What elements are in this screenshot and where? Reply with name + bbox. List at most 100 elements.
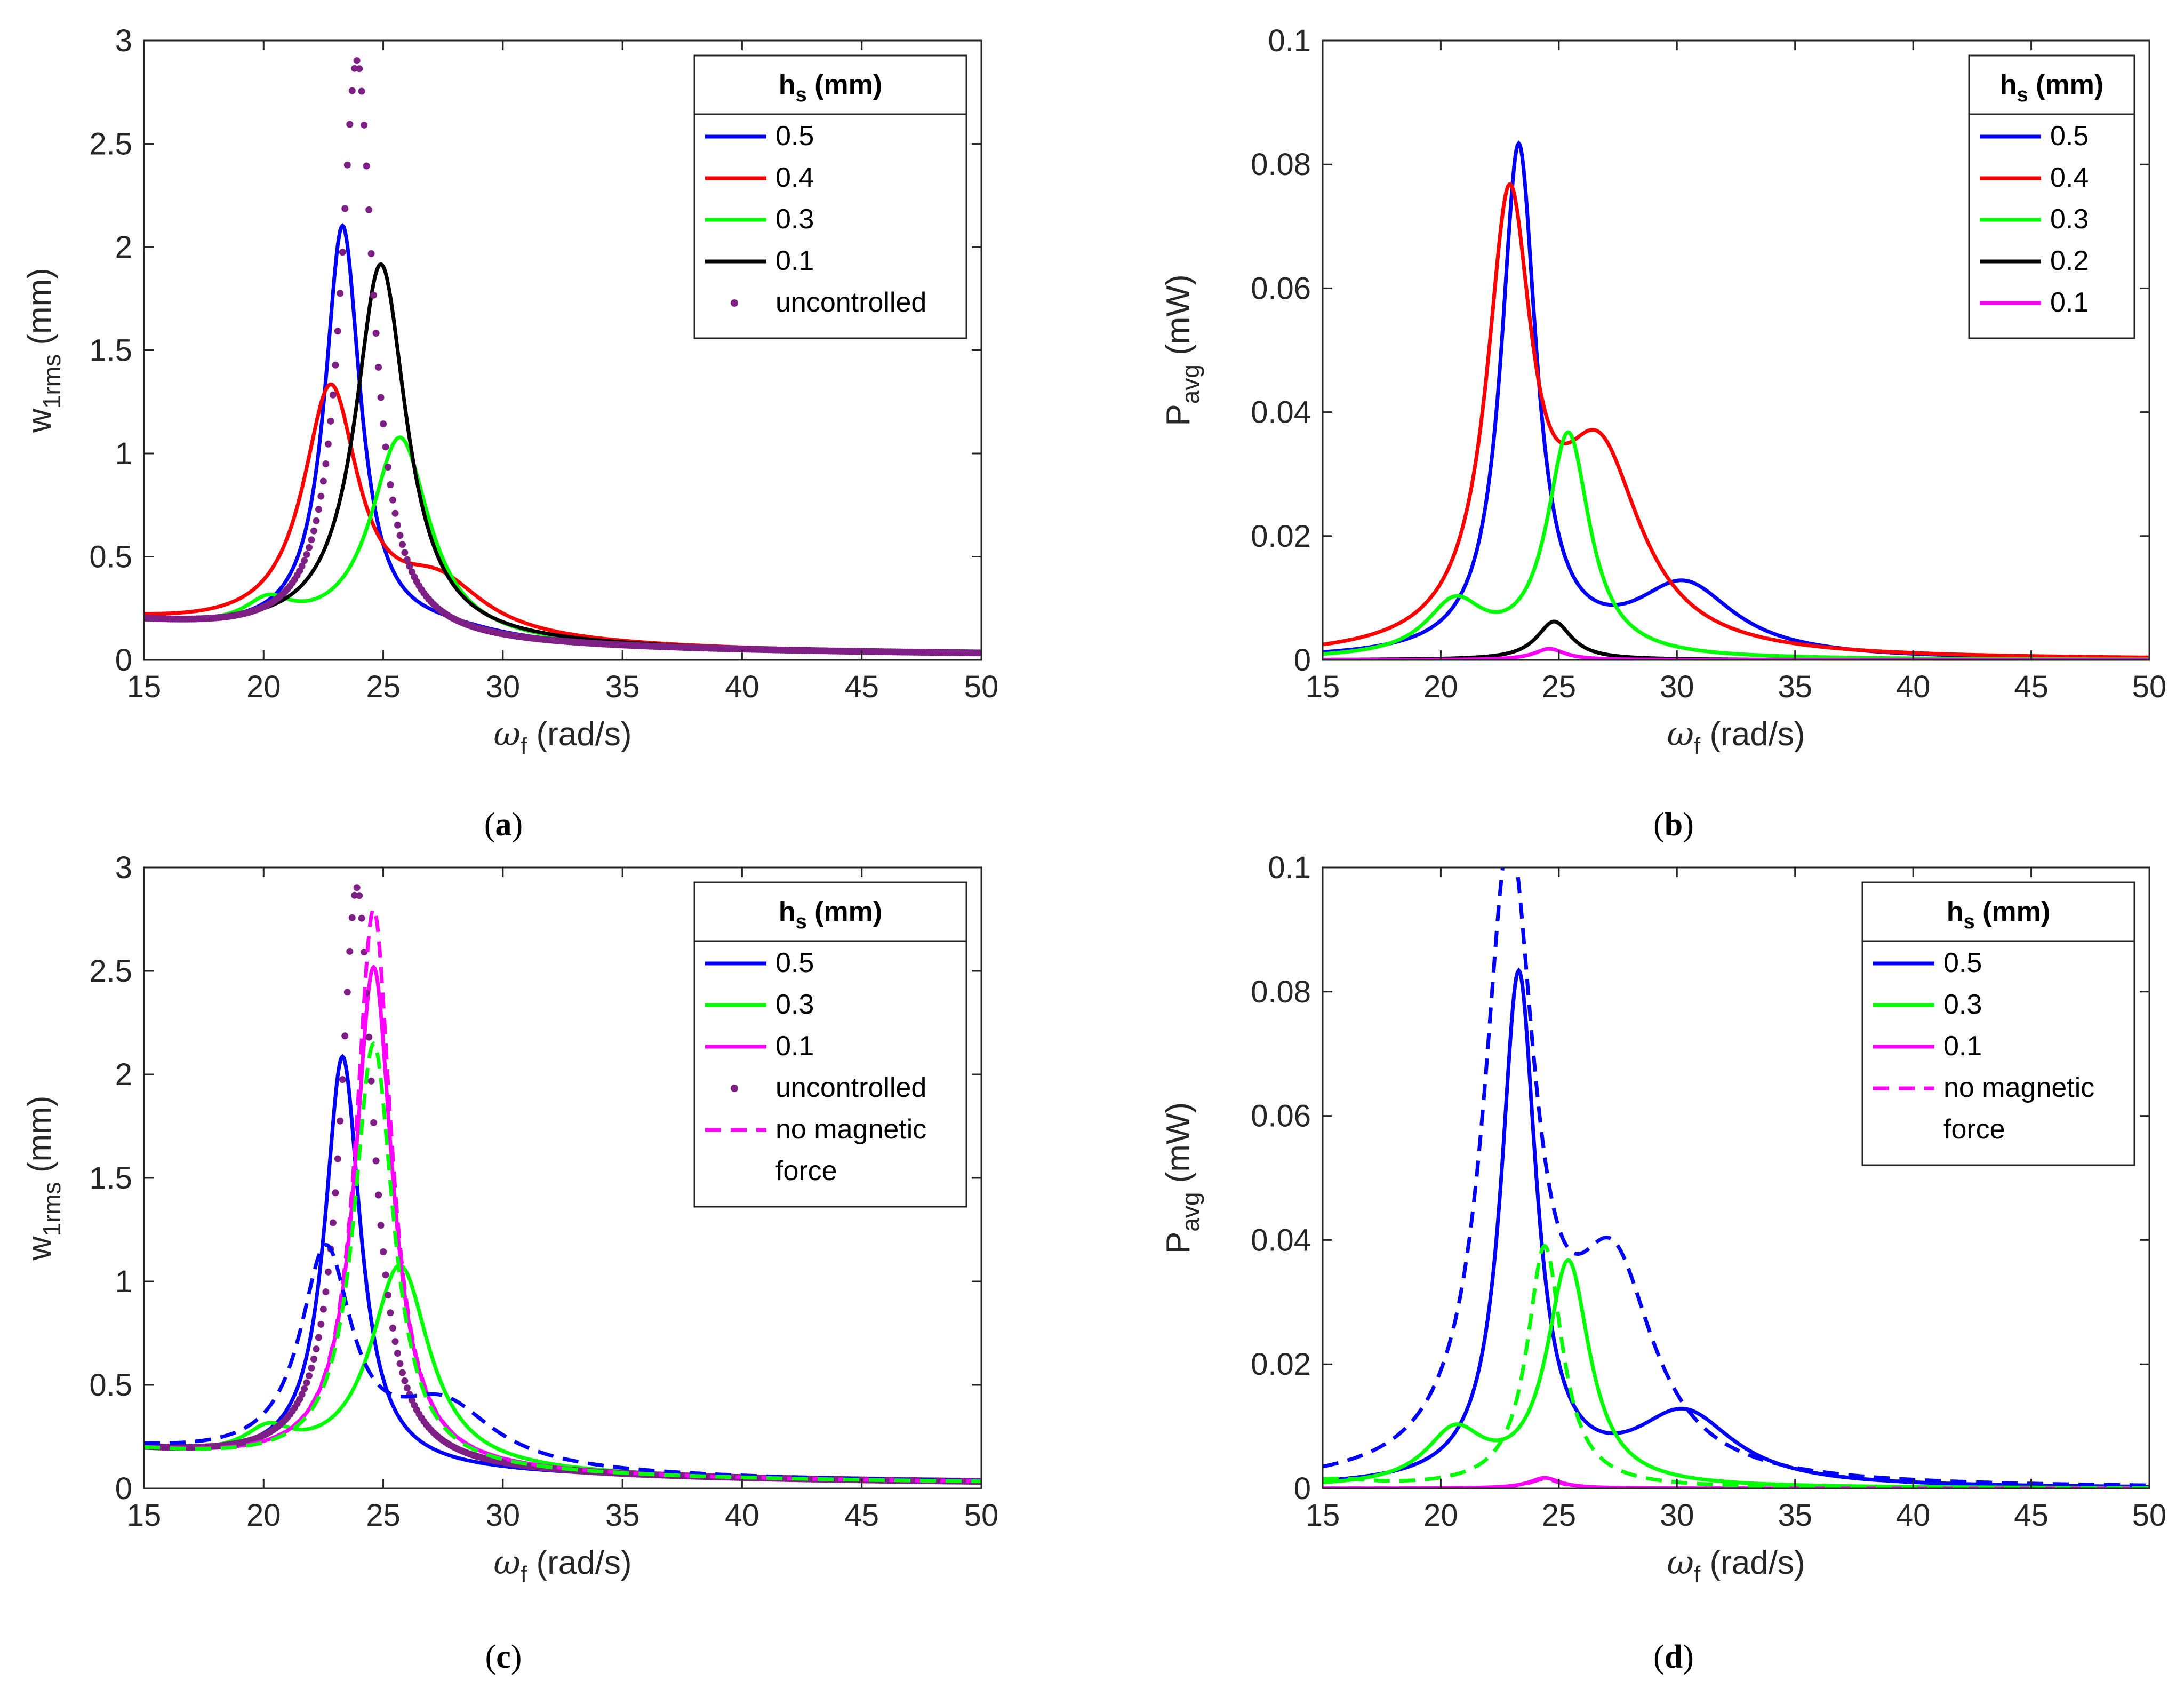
series-c-uncontrolled-point-98 [375,1191,382,1199]
series-a-uncontrolled-point-93 [363,162,370,170]
legend-entry-a-1-label: 0.4 [775,162,814,193]
legend-entry-c-4-label: no magnetic [775,1114,926,1145]
series-a-uncontrolled-point-96 [370,291,378,299]
series-group-c [144,884,981,1485]
series-c-uncontrolled-point-70 [308,1364,315,1372]
xtick-label-b-45: 45 [2014,670,2049,704]
legend-title-main-a: h [779,69,796,100]
xtick-label-a-35: 35 [605,670,640,704]
ylabel-sub-c: 1rms [38,1182,66,1236]
series-a-uncontrolled-point-79 [329,391,337,399]
series-c-uncontrolled-point-73 [315,1334,322,1341]
series-a-uncontrolled-point-81 [334,328,341,335]
panel-a: 15 20 25 30 35 40 45 50 0 0.5 1 1.5 2 2.5 3 ωf (rad/s) w… [21,23,998,759]
series-a-uncontrolled-point-77 [324,440,332,448]
caption-b: (b) [1653,807,1694,843]
series-a-uncontrolled-point-69 [306,544,313,551]
series-a-uncontrolled-point-100 [380,420,387,428]
series-c-uncontrolled-point-105 [391,1338,399,1345]
legend-b: hs (mm) 0.5 0.4 0.3 0.2 0.1 [1968,54,2135,339]
series-a-uncontrolled-point-68 [303,551,310,558]
series-a-uncontrolled-point-66 [298,562,306,570]
ytick-label-a-5: 2.5 [89,127,132,162]
legend-title-b: hs (mm) [2000,69,2103,106]
ylabel-main-a: w [21,409,58,433]
xlabel-rest-b: (rad/s) [1700,716,1805,753]
legend-entry-d-0-label: 0.5 [1943,947,1982,978]
series-c-uncontrolled-point-101 [382,1271,389,1279]
series-c-uncontrolled-point-99 [377,1222,385,1229]
ytick-label-d-1: 0.02 [1251,1347,1311,1382]
series-c-uncontrolled-point-84 [341,1032,349,1040]
legend-entry-d-1-label: 0.3 [1943,989,1982,1020]
xtick-label-b-50: 50 [2132,670,2167,704]
series-a-uncontrolled-point-109 [401,549,409,556]
series-a-uncontrolled-point-103 [387,481,394,488]
ylabel-a: w1rms (mm) [21,268,66,433]
ylabel-rest-c: (mm) [21,1096,58,1182]
legend-title-rest-a: (mm) [807,69,883,100]
xlabel-sub-c: f [521,1561,527,1588]
series-c-uncontrolled-point-108 [399,1369,406,1376]
legend-entry-d-2-label: 0.1 [1943,1031,1982,1062]
series-a-uncontrolled-point-70 [308,536,315,544]
legend-c: hs (mm) 0.5 0.3 0.1 uncontrolled no magnetic f… [693,881,967,1208]
xtick-label-b-35: 35 [1778,670,1812,704]
ytick-label-a-0: 0 [115,643,132,678]
ytick-label-b-3: 0.06 [1251,271,1311,306]
caption-c-letter: c [496,1639,511,1675]
series-c-uncontrolled-point-75 [319,1305,327,1313]
series-a-uncontrolled-point-95 [367,250,375,257]
ylabel-rest-a: (mm) [21,268,58,354]
series-d-0-5-no-magnetic-force [1323,867,2149,1487]
xlabel-rest-c: (rad/s) [527,1544,631,1581]
xtick-label-d-15: 15 [1306,1498,1340,1533]
caption-d-letter: d [1665,1639,1683,1675]
caption-b-letter: b [1665,807,1683,843]
ytick-label-d-5: 0.1 [1268,850,1311,885]
xlabel-main-c: ω [493,1543,521,1582]
series-c-uncontrolled-point-81 [334,1155,341,1162]
ylabel-d: Pavg (mW) [1160,1102,1204,1254]
axes-box-d [1322,866,2150,1489]
xtick-label-a-50: 50 [964,670,999,704]
series-c-uncontrolled-point-69 [306,1372,313,1380]
legend-box-d [1861,881,2135,1166]
series-c-uncontrolled-point-94 [365,1033,373,1041]
series-c-uncontrolled-point-79 [329,1219,337,1226]
xtick-label-b-40: 40 [1896,670,1931,704]
legend-entry-a-4-marker [731,299,738,307]
series-c-uncontrolled-point-103 [387,1309,394,1317]
legend-entry-b-0-label: 0.5 [2050,121,2089,152]
legend-title-rest-d: (mm) [1975,896,2051,927]
xtick-label-d-40: 40 [1896,1498,1931,1533]
series-a-uncontrolled-point-111 [406,562,413,570]
xlabel-rest-d: (rad/s) [1700,1544,1805,1581]
series-a-uncontrolled-point-350 [978,649,981,657]
xlabel-d: ωf (rad/s) [1667,1543,1805,1588]
ytick-label-b-1: 0.02 [1251,519,1311,554]
series-c-uncontrolled-point-100 [380,1248,387,1255]
caption-a-letter: a [495,807,512,843]
series-c-uncontrolled-point-67 [301,1385,308,1392]
xtick-label-a-40: 40 [725,670,759,704]
series-c-uncontrolled-point-104 [389,1324,396,1332]
ytick-label-b-0: 0 [1294,643,1311,678]
legend-title-sub-d: s [1964,911,1975,933]
xtick-label-c-25: 25 [366,1498,401,1533]
legend-box-c [693,881,967,1208]
series-a-uncontrolled-point-105 [391,509,399,517]
ytick-label-c-5: 2.5 [89,954,132,989]
ytick-label-a-6: 3 [115,23,132,58]
series-c-uncontrolled-point-76 [322,1288,330,1296]
series-a-uncontrolled-point-72 [313,517,320,524]
series-a-uncontrolled-point-98 [375,363,382,371]
series-a-uncontrolled-point-102 [385,464,391,471]
ytick-label-c-6: 3 [115,850,132,885]
series-a-uncontrolled-point-76 [322,460,330,467]
xtick-label-c-45: 45 [844,1498,879,1533]
xtick-label-c-15: 15 [127,1498,162,1533]
xlabel-main-d: ω [1667,1543,1694,1582]
